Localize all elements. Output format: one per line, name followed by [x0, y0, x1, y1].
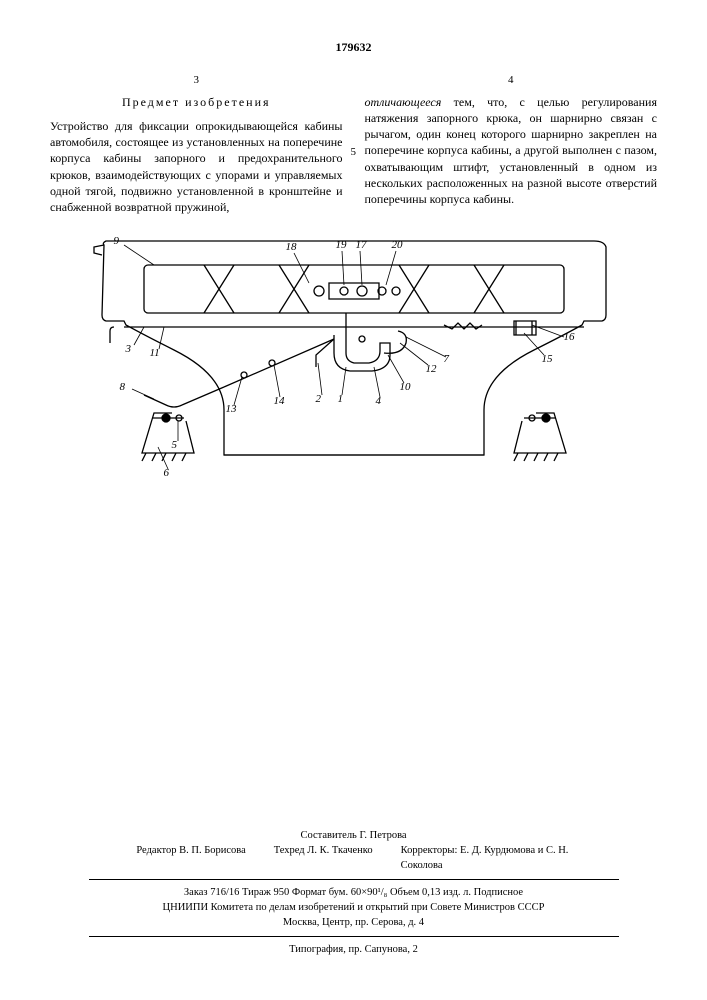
callout-4: 4 — [376, 395, 382, 407]
footer-pub3: Москва, Центр, пр. Серова, д. 4 — [0, 916, 707, 931]
line-number-5: 5 — [351, 145, 357, 160]
footer-editor: Редактор В. П. Борисова — [136, 844, 245, 873]
callout-17: 17 — [356, 239, 367, 251]
callout-8: 8 — [120, 381, 126, 393]
col-num-left: 3 — [50, 73, 343, 88]
italic-lead: отличающееся — [365, 95, 442, 109]
callout-6: 6 — [164, 467, 170, 479]
text-columns: 3 Предмет изобретения Устройство для фик… — [50, 73, 657, 215]
callout-7: 7 — [444, 353, 450, 365]
callout-3: 3 — [126, 343, 132, 355]
col-num-right: 4 — [365, 73, 658, 88]
footer: Составитель Г. Петрова Редактор В. П. Бо… — [0, 829, 707, 958]
callout-16: 16 — [564, 331, 575, 343]
callout-10: 10 — [400, 381, 411, 393]
footer-pub2: ЦНИИПИ Комитета по делам изобретений и о… — [0, 901, 707, 916]
callout-1: 1 — [338, 393, 344, 405]
footer-printer: Типография, пр. Сапунова, 2 — [0, 943, 707, 958]
callout-9: 9 — [114, 235, 120, 247]
footer-corr: Корректоры: Е. Д. Курдюмова и С. Н. Соко… — [401, 844, 571, 873]
footer-tech: Техред Л. К. Ткаченко — [274, 844, 373, 873]
callout-19: 19 — [336, 239, 347, 251]
callout-5: 5 — [172, 439, 178, 451]
right-column: 4 отличающееся тем, что, с целью регулир… — [365, 73, 658, 215]
right-rest: тем, что, с целью регулирования натяжени… — [365, 95, 658, 206]
right-body: отличающееся тем, что, с целью регулиров… — [365, 94, 658, 207]
footer-compiler: Составитель Г. Петрова — [0, 829, 707, 844]
section-head: Предмет изобретения — [50, 94, 343, 110]
callout-18: 18 — [286, 241, 297, 253]
left-body: Устройство для фиксации опрокидывающейся… — [50, 118, 343, 215]
doc-number: 179632 — [50, 40, 657, 55]
callout-2: 2 — [316, 393, 322, 405]
callout-20: 20 — [392, 239, 403, 251]
callout-12: 12 — [426, 363, 437, 375]
diagram-svg — [84, 235, 624, 495]
footer-pub1: Заказ 716/16 Тираж 950 Формат бум. 60×90… — [0, 886, 707, 901]
callout-13: 13 — [226, 403, 237, 415]
callout-14: 14 — [274, 395, 285, 407]
technical-diagram: 9 18 19 17 20 3 11 8 5 6 13 14 2 1 4 10 … — [84, 235, 624, 495]
callout-11: 11 — [150, 347, 160, 359]
callout-15: 15 — [542, 353, 553, 365]
left-column: 3 Предмет изобретения Устройство для фик… — [50, 73, 343, 215]
